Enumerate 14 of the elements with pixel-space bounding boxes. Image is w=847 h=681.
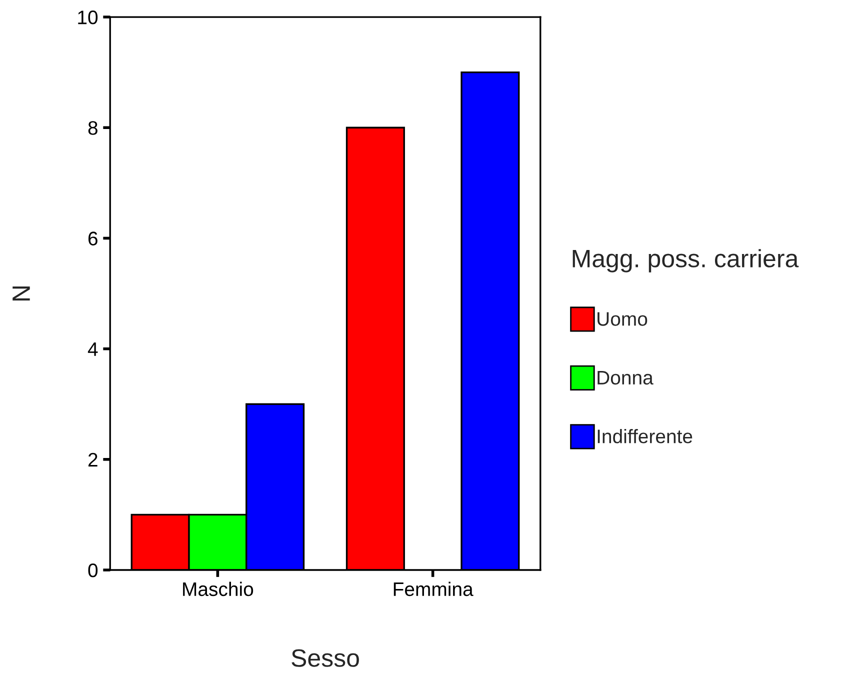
legend-label: Donna bbox=[598, 371, 654, 385]
legend-label: Indifferente bbox=[598, 429, 692, 444]
x-axis-title: Sesso bbox=[292, 649, 359, 667]
y-tick-label: 4 bbox=[88, 342, 98, 356]
y-axis-title: N bbox=[12, 286, 30, 300]
y-tick-label: 8 bbox=[88, 121, 98, 135]
y-tick-label: 6 bbox=[88, 232, 98, 246]
legend-title: Magg. poss. carriera bbox=[572, 249, 799, 272]
y-tick-label: 2 bbox=[88, 452, 98, 466]
x-tick-label: Maschio bbox=[183, 582, 254, 596]
x-tick-label: Femmina bbox=[394, 582, 474, 596]
y-tick-label: 10 bbox=[78, 10, 98, 24]
legend-label: Uomo bbox=[598, 312, 648, 326]
y-tick-label: 0 bbox=[88, 563, 98, 578]
